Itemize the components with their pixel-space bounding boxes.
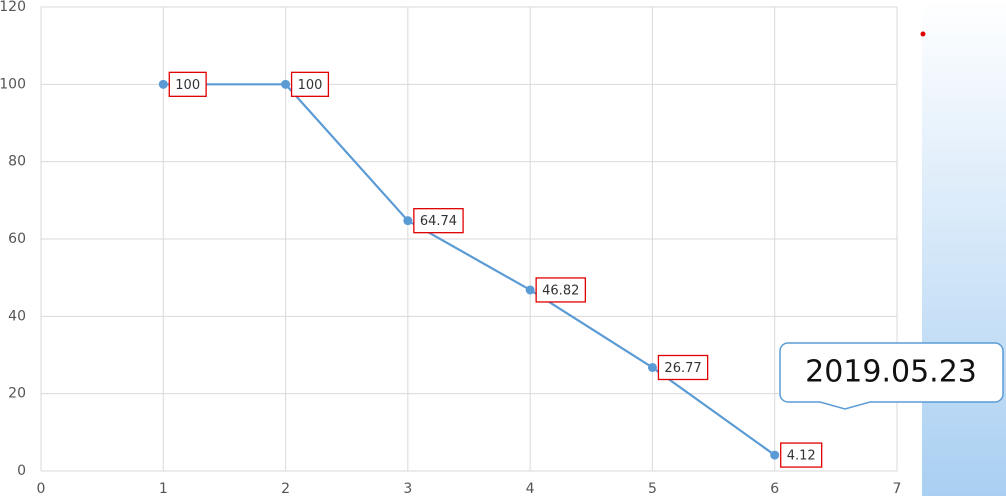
y-tick-label: 20 [8, 386, 26, 402]
x-tick-label: 3 [403, 481, 412, 496]
data-label: 64.74 [420, 214, 457, 229]
x-tick-label: 0 [37, 481, 46, 496]
data-point [647, 362, 657, 372]
data-label: 100 [175, 78, 200, 93]
series-line [163, 83, 776, 456]
data-label-box [535, 277, 587, 303]
y-tick-label: 80 [8, 154, 26, 170]
y-tick-label: 60 [8, 231, 26, 247]
x-tick-label: 4 [526, 481, 535, 496]
callout-box [779, 342, 1004, 410]
data-label: 100 [298, 78, 323, 93]
x-tick-label: 7 [893, 481, 902, 496]
callout: 2019.05.23 [779, 342, 1004, 410]
data-point [770, 450, 780, 460]
data-label-box [168, 71, 207, 97]
data-point [403, 216, 413, 226]
indicator-dot [920, 31, 926, 37]
y-tick-label: 0 [17, 463, 26, 479]
data-label-box [657, 354, 709, 381]
x-tick-label: 2 [281, 481, 290, 496]
data-label: 4.12 [787, 449, 816, 464]
data-label: 26.77 [664, 361, 701, 376]
x-tick-label: 5 [648, 481, 657, 496]
side-panel [922, 0, 1006, 496]
callout-text: 2019.05.23 [805, 355, 977, 390]
y-tick-label: 100 [0, 76, 26, 92]
y-tick-label: 120 [0, 0, 26, 15]
data-label-box [413, 208, 464, 234]
plot-area: 0 20 40 60 80 100 120 0 1 2 3 4 5 6 7 100 100 64.74 46.82 2… [0, 0, 901, 496]
data-point [281, 79, 291, 89]
data-point [158, 79, 168, 89]
y-tick-label: 40 [8, 308, 26, 324]
data-label-box [290, 71, 330, 97]
data-label: 46.82 [542, 283, 579, 298]
x-tick-label: 6 [770, 481, 779, 496]
x-tick-label: 1 [159, 481, 168, 496]
data-point [525, 285, 535, 295]
data-label-box [780, 442, 823, 468]
